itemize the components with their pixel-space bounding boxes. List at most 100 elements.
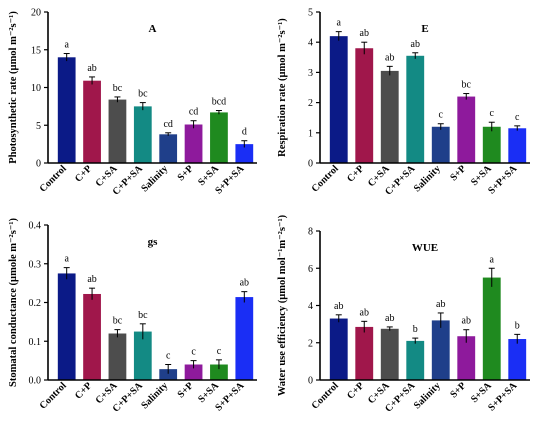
significance-letter: cd	[189, 107, 198, 118]
significance-letter: bc	[462, 80, 472, 91]
bar-s-p-sa	[235, 144, 254, 164]
significance-letter: a	[490, 254, 495, 265]
x-tick-label: Control	[38, 163, 69, 194]
significance-letter: c	[217, 346, 222, 357]
y-tick-label: 0.3	[29, 259, 42, 270]
significance-letter: a	[64, 254, 69, 265]
x-tick-label: S+P	[176, 163, 196, 183]
error-bar	[514, 333, 521, 344]
significance-letter: ab	[411, 39, 420, 50]
y-axis-label: Photosynthetic rate (µmol m⁻²s⁻¹)	[8, 11, 19, 164]
significance-letter: bc	[138, 310, 148, 321]
significance-letter: c	[439, 110, 444, 121]
x-tick-label: Salinity	[139, 380, 170, 411]
error-bar	[63, 53, 70, 62]
y-tick-label: 0	[36, 159, 41, 170]
x-tick-label: S+P+SA	[486, 380, 520, 414]
bar-c-sa	[380, 328, 399, 380]
y-tick-label: 15	[31, 45, 41, 56]
y-tick-label: 2	[308, 338, 313, 349]
significance-letter: c	[515, 112, 520, 123]
x-tick-label: Salinity	[139, 163, 170, 194]
bar-s-p	[457, 336, 476, 380]
significance-letter: a	[64, 40, 69, 51]
error-bar	[335, 31, 342, 41]
error-bar	[165, 132, 172, 136]
bar-c-p-sa	[133, 331, 152, 380]
bar-control	[57, 273, 76, 380]
error-bar	[190, 360, 197, 369]
y-tick-label: 5	[36, 121, 41, 132]
significance-letter: ab	[360, 307, 369, 318]
error-bar	[63, 267, 70, 280]
bar-salinity	[159, 369, 178, 380]
significance-letter: bcd	[212, 97, 226, 108]
bar-s-sa	[482, 277, 501, 380]
bar-c-p-sa	[133, 106, 152, 164]
bar-c-p	[83, 293, 101, 380]
bar-s-p	[457, 96, 476, 163]
x-tick-label: Salinity	[412, 380, 443, 411]
significance-letter: ab	[385, 313, 394, 324]
x-tick-label: S+P+SA	[213, 163, 247, 197]
x-tick-label: Control	[310, 163, 341, 194]
significance-letter: bc	[113, 83, 123, 94]
significance-letter: ab	[87, 274, 96, 285]
y-tick-label: 1	[308, 128, 313, 139]
bar-control	[329, 318, 348, 380]
bar-s-sa	[210, 364, 228, 380]
error-bar	[463, 93, 470, 100]
y-tick-label: 4	[308, 301, 313, 312]
significance-letter: ab	[334, 301, 343, 312]
error-bar	[463, 329, 470, 343]
error-bar	[89, 76, 96, 85]
bar-s-sa	[210, 112, 228, 163]
error-bar	[114, 96, 121, 103]
significance-letter: bc	[138, 89, 148, 100]
significance-letter: d	[242, 127, 247, 138]
significance-letter: a	[337, 18, 342, 29]
error-bar	[215, 359, 222, 370]
significance-letter: c	[191, 347, 196, 358]
x-tick-label: S+P+SA	[486, 163, 520, 197]
error-bar	[437, 123, 444, 130]
x-tick-label: C+P	[345, 163, 366, 184]
y-tick-label: 0.2	[29, 298, 42, 309]
significance-letter: c	[166, 351, 171, 362]
bar-s-p-sa	[508, 339, 527, 380]
error-bar	[89, 287, 96, 300]
y-tick-label: 0	[308, 159, 313, 170]
significance-letter: ab	[385, 52, 394, 63]
x-tick-label: Control	[38, 380, 69, 411]
error-bar	[215, 110, 222, 115]
x-tick-label: C+P	[73, 380, 94, 401]
error-bar	[165, 364, 172, 374]
error-bar	[386, 65, 393, 76]
significance-letter: ab	[462, 316, 471, 327]
bar-salinity	[431, 126, 450, 163]
bar-s-sa	[482, 126, 501, 163]
bar-control	[57, 57, 76, 163]
bar-s-p-sa	[508, 128, 527, 163]
y-axis-label: Stomatal conductance (µmole m⁻²s⁻¹)	[8, 218, 19, 387]
panel-title: WUE	[412, 242, 438, 254]
error-bar	[412, 52, 419, 59]
error-bar	[514, 125, 521, 131]
significance-letter: ab	[87, 63, 96, 74]
error-bar	[437, 312, 444, 328]
error-bar	[241, 291, 248, 303]
y-tick-label: 2	[308, 98, 313, 109]
bar-c-sa	[108, 99, 127, 163]
y-tick-label: 8	[308, 227, 313, 238]
error-bar	[361, 320, 368, 333]
significance-letter: ab	[436, 299, 445, 310]
bar-c-p	[355, 326, 374, 380]
y-tick-label: 20	[31, 8, 41, 19]
bar-c-sa	[108, 333, 127, 380]
y-tick-label: 6	[308, 264, 313, 275]
panel-title: E	[421, 23, 428, 35]
